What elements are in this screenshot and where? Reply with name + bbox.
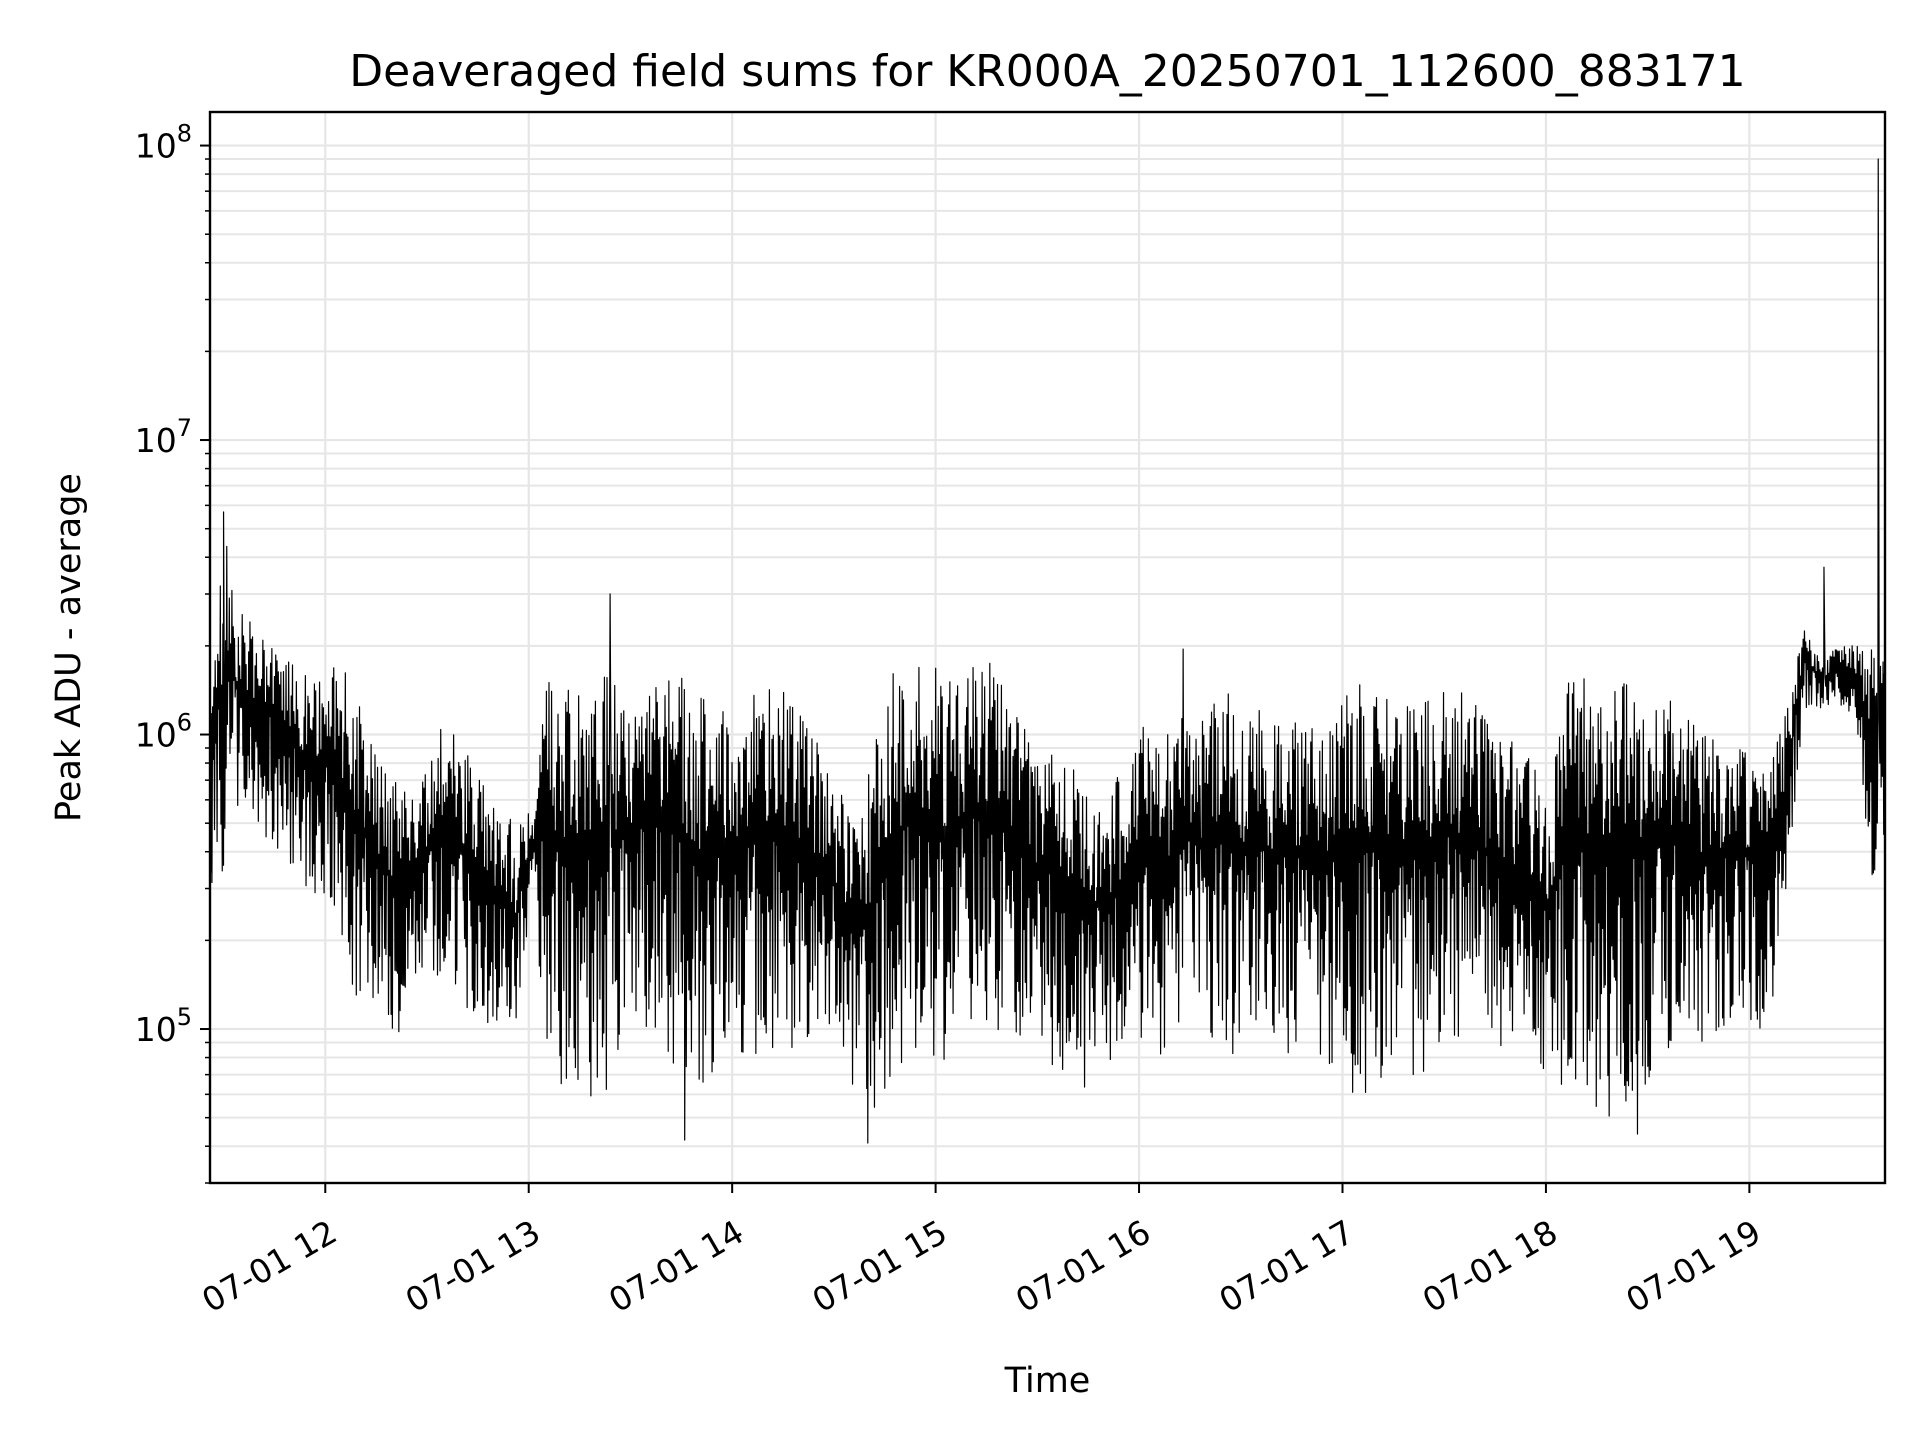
y-tick-label: 107 bbox=[135, 414, 192, 460]
y-tick-label: 106 bbox=[135, 709, 192, 755]
x-axis-label: Time bbox=[1004, 1361, 1091, 1401]
axes-frame bbox=[208, 110, 1887, 1185]
plot-area bbox=[209, 158, 1886, 1144]
series-line bbox=[209, 158, 1886, 1144]
y-tick-label: 105 bbox=[135, 1003, 192, 1049]
chart-title: Deaveraged field sums for KR000A_2025070… bbox=[349, 46, 1745, 97]
y-axis-label: Peak ADU - average bbox=[49, 473, 89, 822]
y-tick-label: 108 bbox=[135, 120, 192, 166]
